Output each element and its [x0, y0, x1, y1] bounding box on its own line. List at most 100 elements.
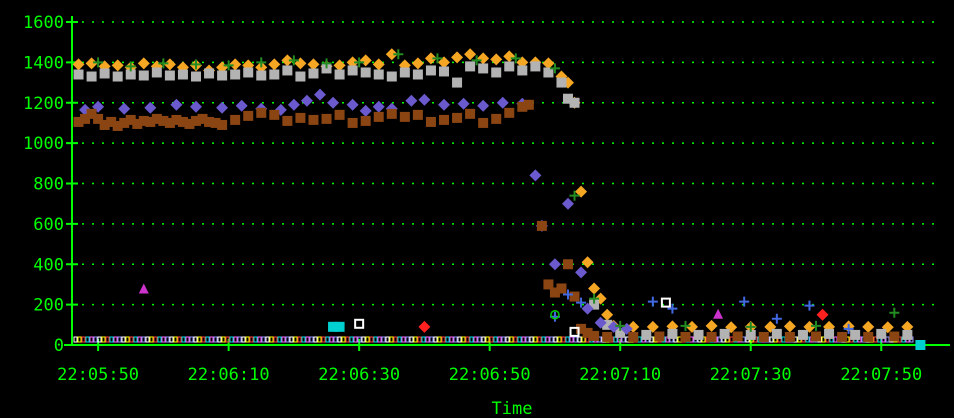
baseline-marker	[577, 336, 582, 343]
data-point	[816, 308, 829, 321]
data-point	[876, 328, 887, 339]
baseline-marker	[429, 336, 434, 343]
data-point	[739, 296, 750, 307]
data-point	[465, 108, 476, 119]
data-point	[843, 323, 854, 334]
data-point	[569, 190, 580, 201]
x-tick-label: 22:05:50	[57, 365, 139, 385]
data-point	[889, 307, 900, 318]
baseline-marker	[213, 336, 218, 343]
baseline-marker	[341, 336, 346, 343]
data-point	[581, 256, 594, 269]
data-point	[471, 55, 482, 66]
baseline-marker	[497, 336, 502, 343]
data-point	[915, 340, 926, 350]
data-point	[354, 318, 365, 329]
baseline-marker	[541, 336, 546, 343]
baseline-marker	[129, 336, 134, 343]
baseline-marker	[185, 336, 190, 343]
baseline-marker	[473, 336, 478, 343]
data-point	[347, 117, 358, 128]
data-point	[784, 331, 795, 342]
data-point	[516, 56, 529, 69]
baseline-marker	[201, 336, 206, 343]
data-point	[405, 94, 418, 107]
data-point	[889, 331, 900, 342]
data-point	[837, 331, 848, 342]
data-point	[73, 69, 84, 80]
data-point	[418, 93, 431, 106]
data-points	[72, 48, 926, 350]
data-point	[602, 331, 613, 342]
data-point	[321, 58, 332, 69]
data-point	[686, 320, 698, 333]
data-point	[93, 113, 104, 124]
data-point	[576, 297, 587, 308]
data-point	[372, 58, 385, 71]
data-point	[862, 320, 875, 333]
baseline-marker	[433, 336, 438, 343]
data-point	[563, 289, 573, 300]
data-point	[601, 308, 614, 321]
baseline-marker	[113, 336, 118, 343]
data-point	[667, 303, 678, 314]
data-point	[758, 331, 769, 342]
data-point	[542, 57, 555, 70]
baseline-marker	[549, 336, 554, 343]
baseline-marker	[221, 336, 226, 343]
data-point	[452, 77, 463, 88]
data-point	[562, 197, 574, 210]
baseline-marker	[317, 336, 322, 343]
x-tick-label: 22:06:50	[449, 365, 531, 385]
baseline-marker	[489, 336, 494, 343]
data-point	[223, 60, 234, 71]
data-point	[529, 169, 542, 182]
data-point	[680, 320, 691, 331]
data-point	[334, 69, 345, 80]
baseline-marker	[97, 336, 102, 343]
y-tick-label: 400	[33, 255, 64, 275]
data-point	[171, 114, 182, 125]
baseline-marker	[81, 336, 86, 343]
baseline-marker	[153, 336, 158, 343]
data-point	[425, 65, 436, 76]
data-point	[118, 102, 131, 115]
x-axis-title: Time	[492, 399, 533, 418]
baseline-marker	[353, 336, 358, 343]
data-point	[803, 320, 816, 333]
data-point	[321, 113, 332, 124]
data-point	[307, 58, 320, 71]
data-point	[314, 88, 326, 101]
baseline-marker	[533, 336, 538, 343]
baseline-marker	[161, 336, 166, 343]
baseline-marker	[209, 336, 214, 343]
y-tick-label: 800	[33, 175, 64, 195]
data-point	[646, 320, 659, 333]
data-point	[177, 116, 188, 127]
baseline-marker	[173, 336, 178, 343]
data-point	[615, 320, 626, 331]
baseline-marker	[637, 336, 642, 343]
data-point	[308, 68, 319, 79]
baseline-marker	[421, 336, 426, 343]
data-point	[243, 67, 254, 78]
data-point	[607, 320, 620, 333]
data-point	[393, 49, 404, 60]
data-point	[576, 323, 587, 334]
data-point	[190, 100, 202, 113]
data-point	[145, 116, 156, 127]
baseline-marker	[457, 336, 462, 343]
data-point	[347, 65, 358, 76]
data-point	[563, 259, 573, 270]
data-point	[811, 331, 821, 342]
baseline-marker	[293, 336, 298, 343]
baseline-marker	[333, 336, 338, 343]
data-point	[693, 329, 704, 340]
baseline-marker	[149, 336, 154, 343]
data-point	[399, 111, 410, 122]
baseline-marker	[105, 336, 110, 343]
data-point	[647, 296, 658, 307]
data-point	[151, 113, 162, 124]
